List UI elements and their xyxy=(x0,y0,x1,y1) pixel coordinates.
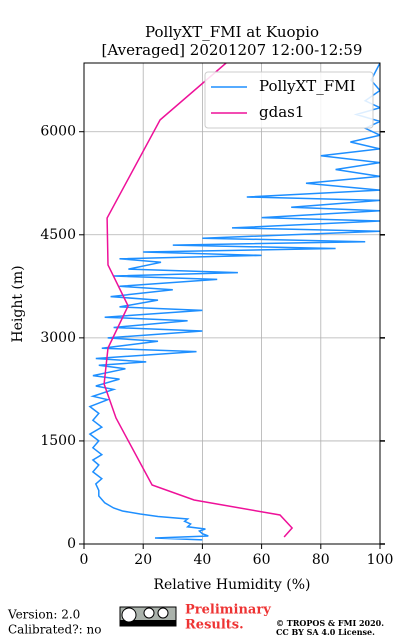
x-tick-label: 60 xyxy=(253,552,271,568)
plot-area xyxy=(88,63,380,541)
data-line xyxy=(103,63,294,538)
chart-title: PollyXT_FMI at Kuopio xyxy=(145,23,319,41)
copyright: © TROPOS & FMI 2020. xyxy=(276,618,384,628)
y-tick-label: 3000 xyxy=(40,330,76,346)
x-axis-label: Relative Humidity (%) xyxy=(153,577,310,593)
preliminary: Preliminary xyxy=(185,603,271,618)
legend-label: PollyXT_FMI xyxy=(259,77,356,95)
y-tick-label: 0 xyxy=(67,536,76,552)
x-tick-label: 0 xyxy=(80,552,89,568)
copyright: CC BY SA 4.0 License. xyxy=(276,627,375,637)
x-tick-label: 20 xyxy=(134,552,152,568)
plot-frame xyxy=(83,62,381,545)
y-tick-label: 4500 xyxy=(40,227,76,243)
x-tick-label: 100 xyxy=(367,552,394,568)
y-tick-label: 1500 xyxy=(40,433,76,449)
x-tick-label: 40 xyxy=(193,552,211,568)
x-tick-label: 80 xyxy=(312,552,330,568)
calibrated: Calibrated?: no xyxy=(8,623,101,637)
license-icon xyxy=(119,606,177,627)
y-tick-label: 6000 xyxy=(40,124,76,140)
version: Version: 2.0 xyxy=(7,608,80,622)
y-axis-label: Height (m) xyxy=(10,265,26,342)
legend-label: gdas1 xyxy=(259,103,304,121)
preliminary: Results. xyxy=(185,618,244,633)
data-line xyxy=(88,63,380,541)
legend-box xyxy=(204,71,374,129)
chart-subtitle: [Averaged] 20201207 12:00-12:59 xyxy=(102,41,363,59)
